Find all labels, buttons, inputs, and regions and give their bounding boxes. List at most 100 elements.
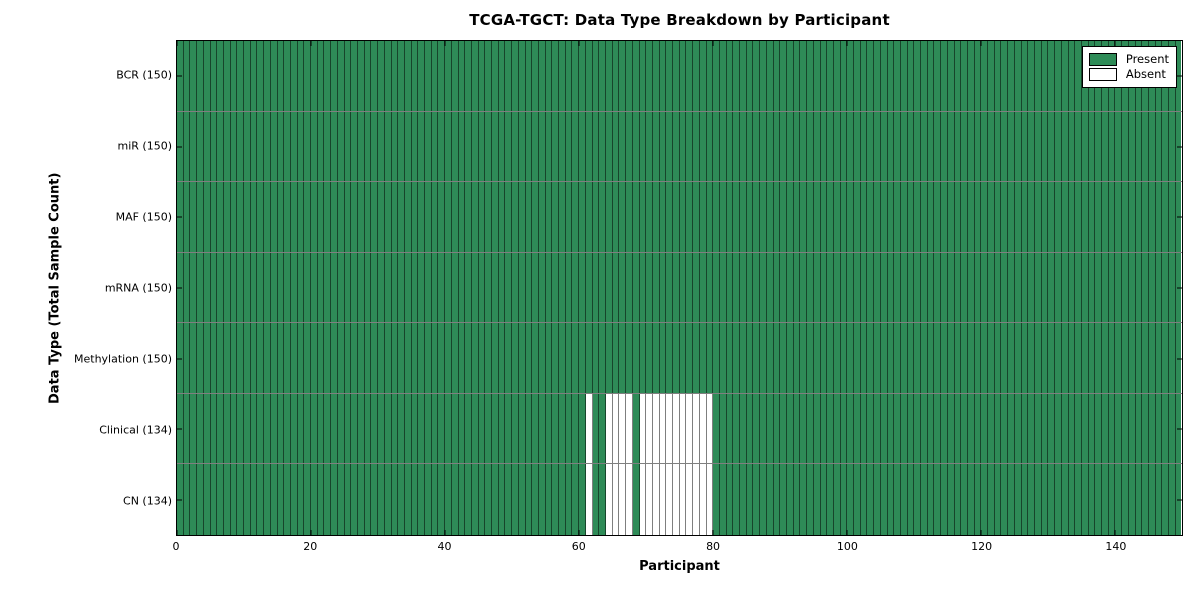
cell-present (994, 182, 1002, 252)
cell-present (337, 252, 345, 323)
cell-present (425, 111, 432, 182)
cell-present (740, 252, 747, 323)
cell-present (465, 41, 472, 111)
cell-present (786, 111, 794, 182)
cell-present (492, 323, 499, 393)
cell-present (880, 41, 888, 111)
cell-present (652, 41, 660, 111)
cell-present (398, 323, 405, 393)
cell-present (317, 323, 325, 393)
cell-present (827, 41, 834, 111)
cell-present (961, 464, 968, 535)
cell-present (786, 464, 794, 535)
cell-present (1162, 252, 1170, 323)
cell-present (612, 252, 620, 323)
cell-present (947, 111, 955, 182)
cell-present (317, 111, 325, 182)
cell-present (1148, 323, 1156, 393)
cell-present (277, 182, 285, 252)
cell-present (854, 464, 861, 535)
cell-present (1155, 393, 1163, 464)
cell-present (854, 111, 861, 182)
cell-present (230, 252, 238, 323)
cell-present (478, 182, 486, 252)
cell-present (230, 41, 238, 111)
cell-present (257, 464, 265, 535)
cell-present (961, 182, 968, 252)
cell-present (264, 41, 271, 111)
cell-present (606, 111, 613, 182)
cell-present (284, 323, 291, 393)
cell-present (512, 182, 519, 252)
cell-present (190, 182, 198, 252)
cell-present (290, 41, 298, 111)
cell-present (284, 464, 291, 535)
cell-absent (699, 464, 707, 535)
cell-present (1028, 252, 1035, 323)
cell-present (880, 111, 888, 182)
cell-present (351, 393, 358, 464)
cell-present (887, 323, 895, 393)
cell-present (250, 41, 258, 111)
cell-present (579, 464, 586, 535)
cell-present (579, 111, 586, 182)
cell-present (1122, 393, 1129, 464)
cell-present (947, 393, 955, 464)
cell-present (250, 323, 258, 393)
cell-present (773, 252, 781, 323)
cell-present (237, 182, 245, 252)
cell-present (492, 41, 499, 111)
cell-present (713, 41, 720, 111)
cell-present (1135, 182, 1143, 252)
cell-present (545, 111, 553, 182)
present-swatch-icon (1088, 53, 1117, 66)
cell-present (364, 111, 372, 182)
cell-present (1075, 323, 1082, 393)
cell-present (974, 252, 982, 323)
cell-present (994, 41, 1002, 111)
cell-present (1035, 111, 1042, 182)
cell-present (874, 111, 881, 182)
cell-present (223, 41, 231, 111)
cell-present (1061, 464, 1069, 535)
cell-present (1122, 464, 1129, 535)
cell-present (632, 393, 640, 464)
cell-present (177, 393, 184, 464)
cell-present (518, 464, 526, 535)
cell-present (1075, 464, 1082, 535)
cell-present (237, 323, 245, 393)
cell-present (1061, 111, 1069, 182)
cell-present (364, 393, 372, 464)
cell-present (941, 182, 948, 252)
x-tick-label: 0 (172, 540, 180, 553)
cell-present (223, 182, 231, 252)
cell-present (880, 182, 888, 252)
cell-present (874, 393, 881, 464)
cell-present (652, 323, 660, 393)
cell-present (847, 111, 855, 182)
cell-present (907, 323, 915, 393)
cell-present (827, 182, 834, 252)
cell-present (532, 41, 539, 111)
cell-absent (693, 464, 700, 535)
cell-present (646, 182, 653, 252)
cell-present (847, 252, 855, 323)
cell-present (311, 41, 318, 111)
cell-absent (679, 464, 687, 535)
cell-present (344, 393, 352, 464)
cell-present (1102, 393, 1109, 464)
cell-present (230, 464, 238, 535)
cell-present (981, 323, 989, 393)
cell-present (927, 464, 935, 535)
cell-present (867, 252, 875, 323)
cell-present (646, 323, 653, 393)
cell-present (565, 252, 573, 323)
cell-present (304, 41, 312, 111)
cell-present (357, 252, 365, 323)
legend-item-present: Present (1088, 53, 1169, 66)
absent-swatch-icon (1088, 68, 1117, 81)
cell-present (693, 111, 700, 182)
cell-present (1122, 323, 1129, 393)
cell-present (713, 182, 720, 252)
cell-present (438, 182, 446, 252)
